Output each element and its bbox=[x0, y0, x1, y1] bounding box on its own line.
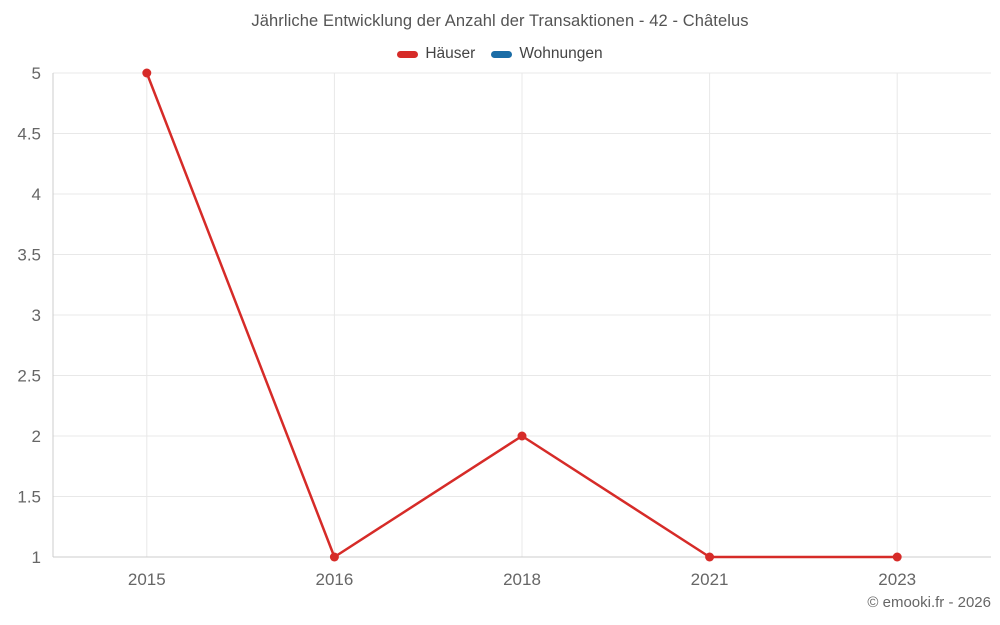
x-tick-label: 2018 bbox=[503, 570, 541, 589]
x-tick-label: 2016 bbox=[315, 570, 353, 589]
y-tick-label: 3.5 bbox=[17, 246, 41, 265]
legend-label: Häuser bbox=[425, 45, 476, 62]
y-tick-label: 2.5 bbox=[17, 367, 41, 386]
y-tick-label: 4.5 bbox=[17, 125, 41, 144]
y-tick-label: 2 bbox=[32, 427, 41, 446]
legend-label: Wohnungen bbox=[519, 45, 603, 62]
legend-item-0[interactable]: Häuser bbox=[397, 45, 475, 63]
data-point[interactable] bbox=[142, 68, 152, 78]
chart-title: Jährliche Entwicklung der Anzahl der Tra… bbox=[251, 12, 749, 30]
data-point[interactable] bbox=[892, 552, 902, 562]
x-tick-label: 2021 bbox=[691, 570, 729, 589]
footer-credit: © emooki.fr - 2026 bbox=[867, 594, 991, 611]
x-tick-label: 2015 bbox=[128, 570, 166, 589]
y-tick-label: 5 bbox=[32, 64, 41, 83]
y-tick-label: 1 bbox=[32, 548, 41, 567]
y-tick-label: 1.5 bbox=[17, 488, 41, 507]
legend-item-1[interactable]: Wohnungen bbox=[491, 45, 603, 63]
legend-swatch-icon bbox=[397, 50, 419, 58]
y-tick-label: 4 bbox=[32, 185, 41, 204]
data-point[interactable] bbox=[329, 552, 339, 562]
data-point[interactable] bbox=[705, 552, 715, 562]
data-point[interactable] bbox=[517, 431, 527, 441]
legend-swatch-icon bbox=[491, 50, 513, 58]
y-tick-label: 3 bbox=[32, 306, 41, 325]
x-tick-label: 2023 bbox=[878, 570, 916, 589]
chart-legend: Häuser Wohnungen bbox=[0, 45, 1000, 63]
